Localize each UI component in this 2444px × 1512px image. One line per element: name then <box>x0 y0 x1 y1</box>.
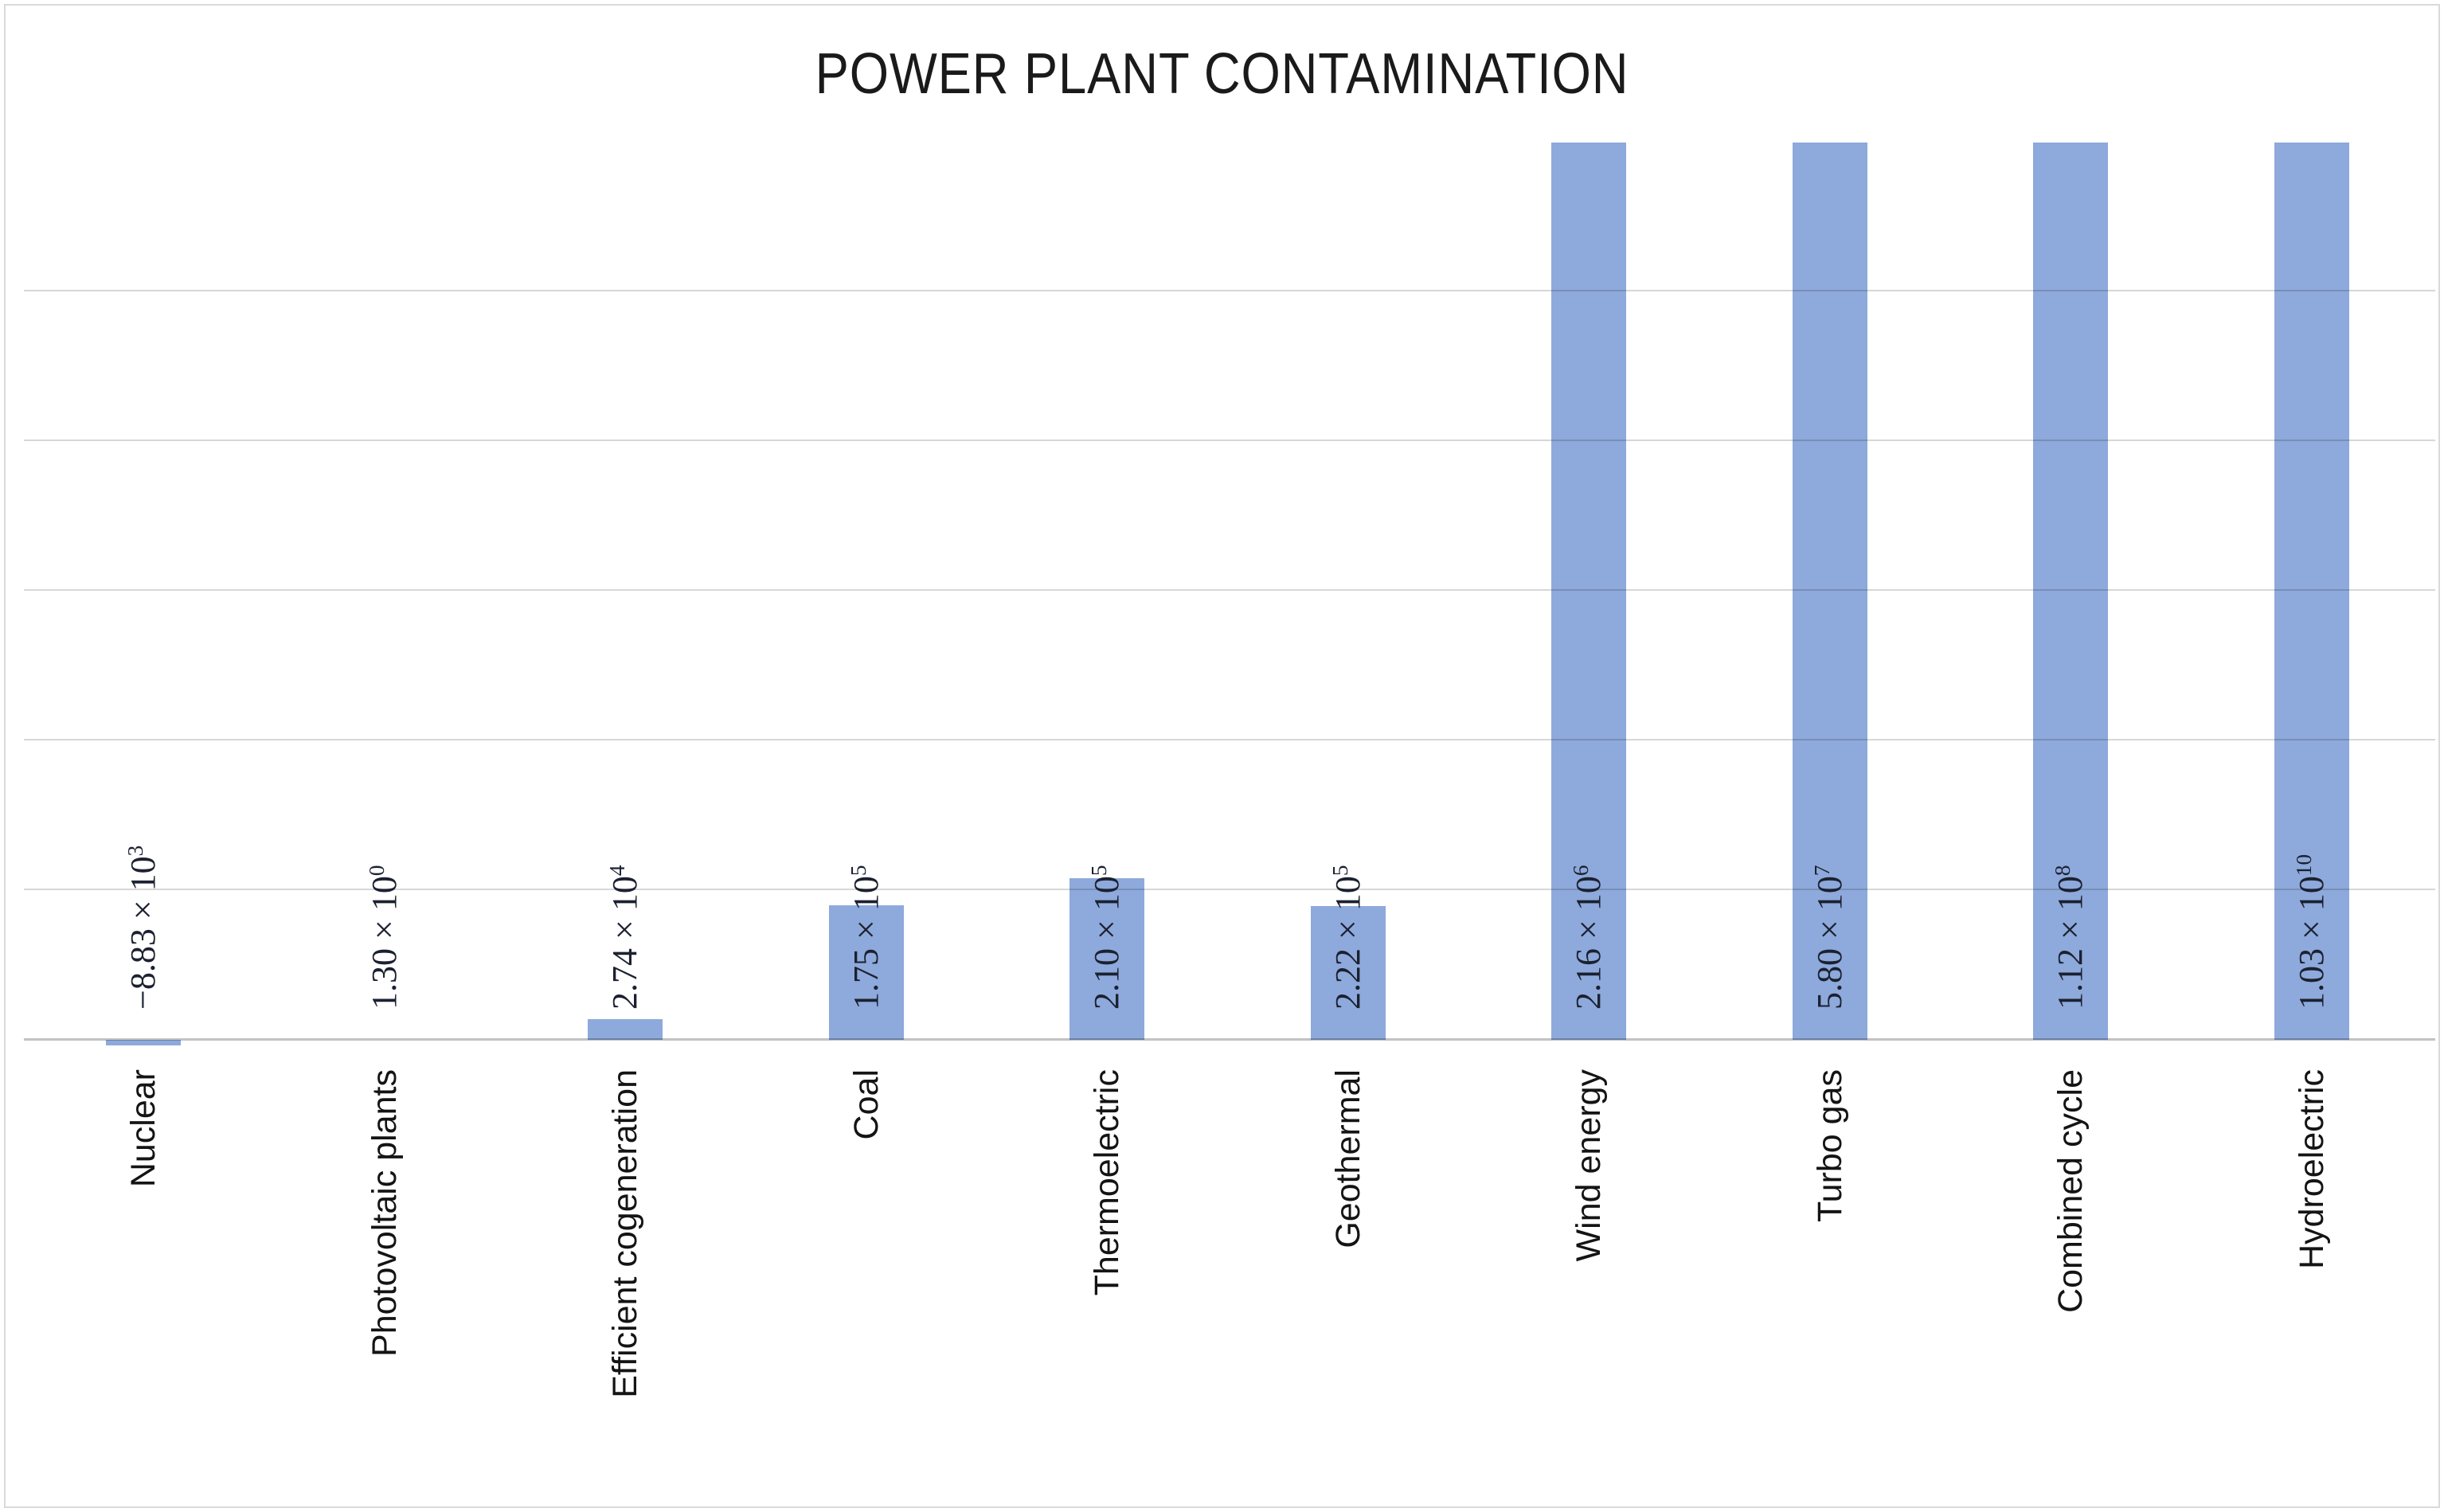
bar-value-label-coal: 1.75 × 105 <box>847 865 886 1010</box>
bar-combined-cycle <box>2033 143 2108 1040</box>
bar-value-label-photovoltaic-plants: 1.30 × 100 <box>365 865 404 1010</box>
gridline-4 <box>24 889 2435 890</box>
gridline-2 <box>24 589 2435 591</box>
category-label-coal: Coal <box>847 1069 886 1140</box>
chart-title-text: POWER PLANT CONTAMINATION <box>815 42 1629 106</box>
bar-coal <box>829 905 904 1040</box>
bar-value-label-combined-cycle: 1.12 × 108 <box>2051 865 2090 1010</box>
bar-turbo-gas <box>1793 143 1867 1040</box>
bar-hydroelectric <box>2274 143 2349 1040</box>
bar-value-label-turbo-gas: 5.80 × 107 <box>1810 865 1849 1010</box>
bar-nuclear <box>106 1040 181 1045</box>
bar-value-label-hydroelectric: 1.03 × 1010 <box>2292 854 2331 1010</box>
chart-title: POWER PLANT CONTAMINATION <box>0 41 2444 107</box>
bar-efficient-cogeneration <box>588 1019 663 1040</box>
category-label-efficient-cogeneration: Efficient cogeneration <box>606 1069 644 1398</box>
bar-value-label-geothermal: 2.22 × 105 <box>1328 865 1367 1010</box>
category-label-geothermal: Geothermal <box>1329 1069 1367 1248</box>
category-label-nuclear: Nuclear <box>124 1069 162 1188</box>
bar-wind-energy <box>1551 143 1626 1040</box>
bar-geothermal <box>1311 906 1386 1040</box>
category-label-photovoltaic-plants: Photovoltaic plants <box>366 1069 404 1357</box>
bar-value-label-wind-energy: 2.16 × 106 <box>1569 865 1608 1010</box>
gridline-0 <box>24 290 2435 291</box>
category-label-hydroelectric: Hydroelectric <box>2293 1069 2331 1269</box>
x-axis-line <box>24 1038 2435 1041</box>
category-label-turbo-gas: Turbo gas <box>1811 1069 1849 1223</box>
gridline-1 <box>24 440 2435 441</box>
category-label-combined-cycle: Combined cycle <box>2051 1069 2090 1313</box>
gridline-3 <box>24 739 2435 740</box>
bar-value-label-efficient-cogeneration: 2.74 × 104 <box>605 865 644 1010</box>
category-label-thermoelectric: Thermoelectric <box>1088 1069 1126 1296</box>
bar-value-label-nuclear: −8.83 × 103 <box>123 845 162 1010</box>
bar-value-label-thermoelectric: 2.10 × 105 <box>1087 865 1126 1010</box>
category-label-wind-energy: Wind energy <box>1570 1069 1608 1262</box>
bar-thermoelectric <box>1069 878 1144 1040</box>
